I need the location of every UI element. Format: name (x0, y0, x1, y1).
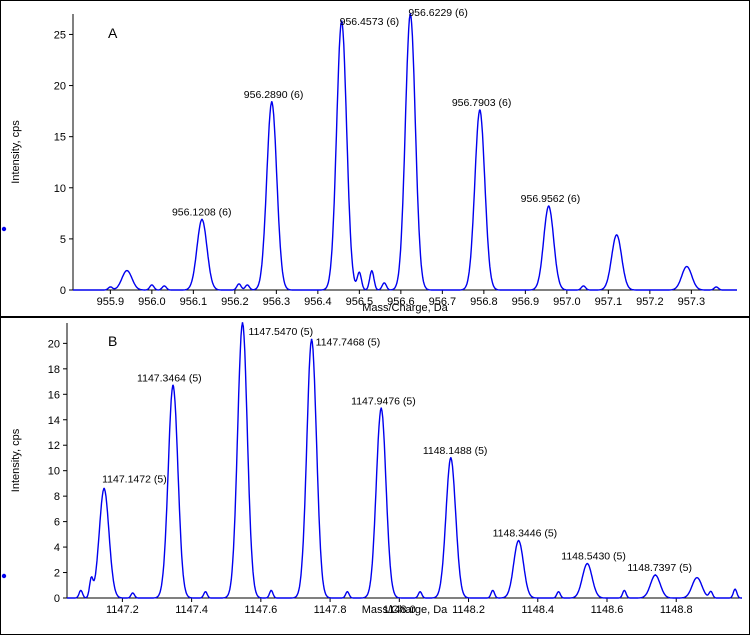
peak-point (310, 338, 313, 341)
peak-annotation: 1148.5430 (5) (561, 551, 626, 563)
y-tick-label: 20 (48, 338, 60, 350)
y-tick-label: 2 (54, 568, 60, 580)
spectrum-trace (72, 13, 737, 291)
x-tick-label: 1147.2 (106, 604, 139, 616)
y-tick-label: 10 (48, 466, 60, 478)
y-tick-label: 18 (48, 364, 60, 376)
peak-point (172, 384, 174, 387)
x-tick-label: 957.3 (678, 296, 706, 308)
peak-annotation: 956.2890 (6) (244, 89, 304, 101)
peak-point (478, 109, 481, 111)
edge-marker (1, 226, 7, 232)
y-axis-label: Intensity, cps (10, 120, 22, 184)
x-tick-label: 1148.2 (452, 604, 485, 616)
x-tick-label: 1148.8 (660, 604, 693, 616)
x-tick-label: 956.7 (429, 296, 457, 308)
peak-annotation: 1147.9476 (5) (351, 395, 416, 407)
y-tick-label: 25 (54, 29, 66, 41)
peak-annotation: 956.7903 (6) (452, 97, 512, 109)
peak-point (103, 487, 106, 490)
x-tick-label: 956.6 (387, 296, 415, 308)
x-tick-label: 957.2 (636, 296, 664, 308)
peak-annotation: 1147.7468 (5) (316, 337, 381, 349)
y-tick-label: 12 (48, 440, 60, 452)
peak-annotation: 1148.1488 (5) (423, 445, 488, 457)
y-tick-label: 20 (54, 81, 66, 93)
x-tick-label: 956.0 (138, 296, 166, 308)
x-tick-label: 956.3 (263, 296, 291, 308)
edge-marker (1, 573, 7, 579)
x-tick-label: 956.4 (304, 296, 332, 308)
x-tick-label: 1148.4 (521, 604, 554, 616)
peak-point (449, 457, 452, 459)
peak-annotation: 1148.7397 (5) (627, 562, 692, 574)
x-axis-label: Mass/Charge, Da (362, 604, 448, 616)
y-tick-label: 6 (54, 517, 60, 529)
y-tick-label: 16 (48, 389, 60, 401)
peak-point (270, 101, 273, 103)
peak-point (547, 205, 550, 208)
panel-letter: A (108, 25, 118, 41)
x-tick-label: 1147.4 (175, 604, 208, 616)
x-tick-label: 956.9 (512, 296, 540, 308)
x-tick-label: 956.8 (470, 296, 498, 308)
spectrum-trace (66, 322, 742, 599)
panel-b: 0 2 4 6 8 10 12 14 16 18 20 1147.2 1147.4 1147.6 1147.… (0, 317, 750, 635)
peak-point (586, 562, 589, 565)
x-tick-label: 956.1 (180, 296, 208, 308)
peak-annotation: 1147.3464 (5) (137, 372, 202, 384)
x-tick-label: 957.0 (553, 296, 581, 308)
y-tick-label: 0 (60, 285, 66, 297)
peak-point (409, 13, 412, 15)
peak-annotation: 1148.3446 (5) (493, 528, 558, 540)
peak-point (241, 322, 244, 324)
y-tick-label: 15 (54, 132, 66, 144)
x-tick-label: 956.2 (221, 296, 249, 308)
peak-annotation: 1147.5470 (5) (249, 326, 314, 338)
x-tick-label: 1148.0 (383, 604, 416, 616)
y-axis-label: Intensity, cps (10, 428, 22, 492)
x-tick-label: 1148.6 (591, 604, 624, 616)
peak-annotation: 956.1208 (6) (172, 206, 232, 218)
panel-border (0, 0, 750, 317)
x-tick-label: 957.1 (595, 296, 623, 308)
y-tick-label: 0 (54, 593, 60, 605)
peak-point (201, 218, 203, 221)
peak-annotation: 956.9562 (6) (521, 193, 581, 205)
peak-annotation: 956.4573 (6) (340, 16, 400, 28)
x-tick-label: 1147.8 (314, 604, 347, 616)
y-tick-label: 4 (54, 542, 60, 554)
x-tick-label: 956.5 (346, 296, 374, 308)
x-tick-label: 1147.6 (244, 604, 277, 616)
y-tick-label: 5 (60, 234, 66, 246)
peak-point (517, 539, 520, 542)
peak-annotation: 1147.1472 (5) (102, 474, 167, 486)
y-tick-label: 8 (54, 491, 60, 503)
peak-annotation: 956.6229 (6) (408, 7, 468, 19)
peak-point (340, 20, 343, 23)
peak-point (654, 574, 657, 576)
peak-point (380, 407, 383, 410)
x-tick-label: 955.9 (97, 296, 125, 308)
y-tick-label: 10 (54, 183, 66, 195)
y-tick-label: 14 (48, 415, 60, 427)
panel-a: 0 5 10 15 20 25 955.9 956.0 956.1 956.2 956.3 956.4… (0, 0, 750, 317)
x-axis-label: Mass/Charge, Da (362, 302, 448, 314)
panel-letter: B (108, 333, 117, 349)
